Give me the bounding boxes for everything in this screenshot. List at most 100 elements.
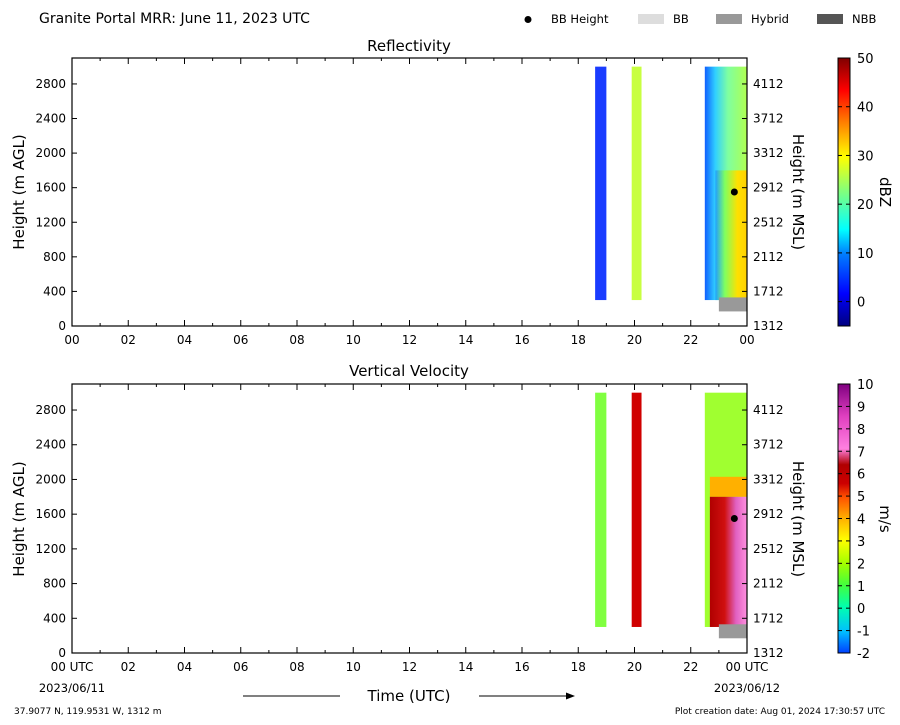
legend-bb-label: BB bbox=[673, 12, 689, 26]
reflectivity-y-tick-label: 1200 bbox=[35, 215, 66, 229]
velocity-panel: Vertical Velocity 00 UTC 02 04 06 08 10 12 14 16… bbox=[10, 362, 894, 674]
creation-date: Plot creation date: Aug 01, 2024 17:30:5… bbox=[675, 707, 885, 717]
reflectivity-colorbar-tick-label: 50 bbox=[857, 52, 874, 67]
velocity-y-tick-label-right: 2512 bbox=[753, 542, 784, 556]
reflectivity-x-tick-label: 16 bbox=[514, 333, 529, 347]
velocity-x-tick-label: 00 UTC bbox=[726, 660, 769, 674]
start-date: 2023/06/11 bbox=[39, 681, 105, 695]
time-arrow-head bbox=[566, 692, 575, 700]
reflectivity-y-tick-label-right: 3712 bbox=[753, 112, 784, 126]
reflectivity-colorbar-tick-label: 30 bbox=[857, 149, 874, 164]
velocity-colorbar-label: m/s bbox=[876, 505, 894, 533]
velocity-y-tick-label-right: 2912 bbox=[753, 507, 784, 521]
end-date: 2023/06/12 bbox=[714, 681, 780, 695]
reflectivity-y-tick-label-right: 1312 bbox=[753, 319, 784, 333]
velocity-bb-type-bar bbox=[718, 624, 747, 639]
reflectivity-x-tick-label: 18 bbox=[571, 333, 586, 347]
velocity-y-tick-label: 1200 bbox=[35, 542, 66, 556]
velocity-precip-band bbox=[631, 392, 642, 627]
velocity-y-tick-label: 2400 bbox=[35, 438, 66, 452]
legend-bb-height-marker bbox=[524, 16, 532, 23]
figure-title: Granite Portal MRR: June 11, 2023 UTC bbox=[39, 11, 310, 27]
velocity-plot-frame bbox=[71, 383, 748, 654]
reflectivity-x-tick-label: 20 bbox=[627, 333, 642, 347]
velocity-title: Vertical Velocity bbox=[349, 362, 469, 380]
reflectivity-colorbar-tick-label: 10 bbox=[857, 247, 874, 262]
reflectivity-colorbar-tick-label: 20 bbox=[857, 198, 874, 213]
reflectivity-y-tick-label-right: 3312 bbox=[753, 146, 784, 160]
velocity-colorbar-tick-label: 9 bbox=[857, 400, 865, 415]
velocity-y-tick-label-right: 3712 bbox=[753, 438, 784, 452]
reflectivity-y-tick-label: 2400 bbox=[35, 112, 66, 126]
reflectivity-bb-height-point bbox=[730, 188, 738, 196]
legend-bb-height-label: BB Height bbox=[551, 12, 609, 26]
reflectivity-title: Reflectivity bbox=[367, 37, 451, 55]
reflectivity-x-tick-label: 00 bbox=[64, 333, 79, 347]
velocity-ylabel-left: Height (m AGL) bbox=[10, 461, 28, 576]
reflectivity-colorbar bbox=[837, 57, 851, 327]
reflectivity-x-tick-label: 00 bbox=[739, 333, 754, 347]
reflectivity-x-tick-label: 06 bbox=[233, 333, 248, 347]
reflectivity-y-tick-label: 2000 bbox=[35, 146, 66, 160]
velocity-colorbar-tick-label: 5 bbox=[857, 490, 865, 505]
reflectivity-precip-band bbox=[595, 66, 607, 301]
velocity-colorbar-tick-label: 1 bbox=[857, 580, 865, 595]
reflectivity-y-tick-label-right: 2112 bbox=[753, 250, 784, 264]
velocity-x-tick-label: 22 bbox=[683, 660, 698, 674]
velocity-y-tick-label: 400 bbox=[43, 611, 66, 625]
velocity-colorbar-ticks: -2 -1 0 1 2 3 4 5 6 7 8 9 10 bbox=[838, 378, 874, 662]
reflectivity-ylabel-left: Height (m AGL) bbox=[10, 134, 28, 249]
velocity-precip-band-lower bbox=[709, 496, 747, 627]
time-axis-label: Time (UTC) bbox=[367, 687, 451, 705]
reflectivity-bb-type-bar bbox=[718, 297, 747, 312]
velocity-y-tick-label: 1600 bbox=[35, 507, 66, 521]
reflectivity-x-tick-label: 08 bbox=[289, 333, 304, 347]
reflectivity-x-tick-label: 12 bbox=[402, 333, 417, 347]
velocity-colorbar-tick-label: -2 bbox=[857, 647, 870, 662]
velocity-x-tick-label: 20 bbox=[627, 660, 642, 674]
velocity-y-tick-label-right: 1312 bbox=[753, 646, 784, 660]
velocity-y-tick-label: 2000 bbox=[35, 472, 66, 486]
velocity-y-tick-label-right: 2112 bbox=[753, 577, 784, 591]
legend-nbb-label: NBB bbox=[852, 12, 876, 26]
velocity-x-tick-label: 06 bbox=[233, 660, 248, 674]
velocity-y-tick-label-right: 3312 bbox=[753, 472, 784, 486]
reflectivity-x-tick-label: 22 bbox=[683, 333, 698, 347]
velocity-colorbar-tick-label: 2 bbox=[857, 557, 865, 572]
reflectivity-y-tick-label: 2800 bbox=[35, 77, 66, 91]
reflectivity-colorbar-tick-label: 0 bbox=[857, 296, 865, 311]
velocity-x-tick-label: 16 bbox=[514, 660, 529, 674]
reflectivity-x-tick-label: 10 bbox=[346, 333, 361, 347]
reflectivity-colorbar-tick-label: 40 bbox=[857, 101, 874, 116]
velocity-x-tick-label: 00 UTC bbox=[51, 660, 94, 674]
velocity-x-tick-label: 02 bbox=[121, 660, 136, 674]
velocity-colorbar-tick-label: 0 bbox=[857, 602, 865, 617]
velocity-colorbar-tick-label: 4 bbox=[857, 513, 865, 528]
velocity-x-tick-label: 12 bbox=[402, 660, 417, 674]
velocity-colorbar-tick-label: 7 bbox=[857, 445, 865, 460]
reflectivity-y-tick-label-right: 1712 bbox=[753, 284, 784, 298]
velocity-y-tick-label-right: 4112 bbox=[753, 403, 784, 417]
legend-hybrid-swatch bbox=[716, 14, 742, 24]
velocity-y-tick-label: 0 bbox=[58, 646, 66, 660]
velocity-colorbar-tick-label: 8 bbox=[857, 423, 865, 438]
reflectivity-colorbar-ticks: 0 10 20 30 40 50 bbox=[838, 52, 874, 311]
reflectivity-y-tick-label: 0 bbox=[58, 319, 66, 333]
velocity-colorbar-tick-label: 10 bbox=[857, 378, 874, 393]
bb-legend: BB Height BB Hybrid NBB bbox=[524, 12, 876, 26]
velocity-y-tick-label-right: 1712 bbox=[753, 611, 784, 625]
velocity-bb-height-point bbox=[730, 515, 738, 522]
legend-bb-swatch bbox=[638, 14, 664, 24]
velocity-y-tick-label: 2800 bbox=[35, 403, 66, 417]
reflectivity-precip-band bbox=[631, 66, 642, 301]
velocity-x-tick-label: 10 bbox=[346, 660, 361, 674]
velocity-precip-band bbox=[595, 392, 607, 627]
velocity-x-tick-label: 08 bbox=[289, 660, 304, 674]
reflectivity-y-tick-label-right: 4112 bbox=[753, 77, 784, 91]
reflectivity-colorbar-label: dBZ bbox=[876, 177, 894, 207]
velocity-colorbar-tick-label: 3 bbox=[857, 535, 865, 550]
reflectivity-y-tick-label-right: 2912 bbox=[753, 181, 784, 195]
